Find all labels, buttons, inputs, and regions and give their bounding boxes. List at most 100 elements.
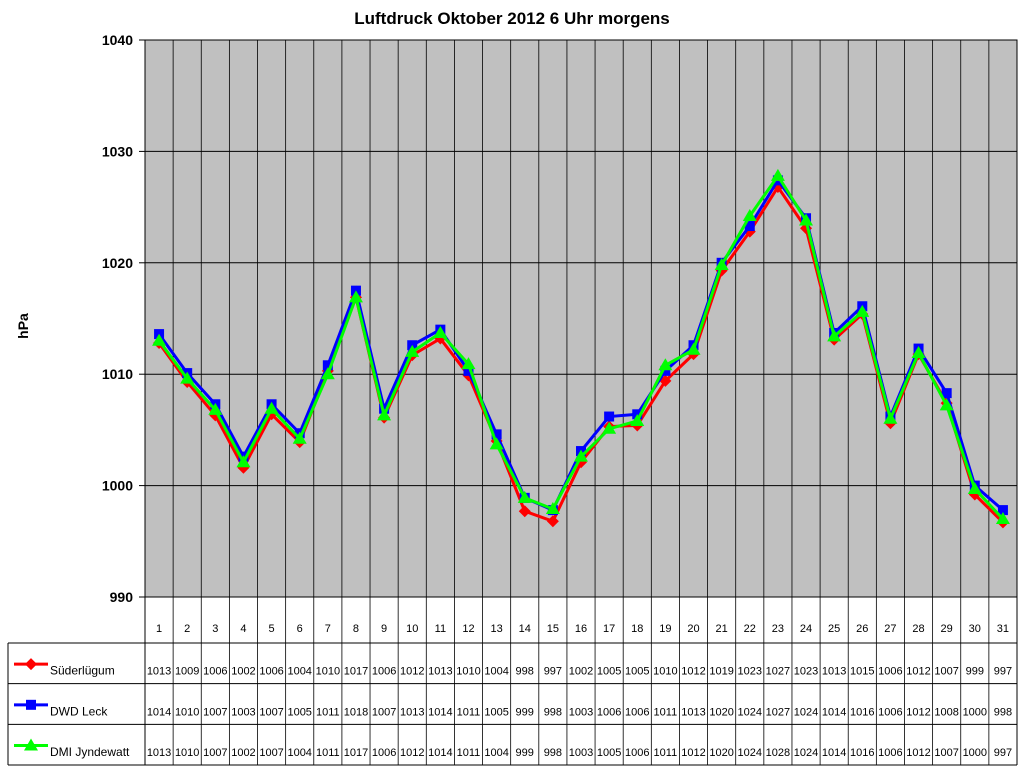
table-cell-value: 1017 (344, 666, 368, 678)
table-cell-value: 1028 (766, 747, 790, 759)
x-category-label: 11 (435, 623, 446, 635)
data-point (545, 501, 560, 514)
data-point (377, 408, 392, 421)
table-cell-value: 1012 (906, 747, 930, 759)
table-cell-value: 999 (516, 706, 534, 718)
data-point (714, 258, 729, 271)
data-point (630, 413, 645, 426)
x-category-label: 19 (659, 623, 671, 635)
table-cell-value: 998 (516, 666, 534, 678)
table-cell-value: 1011 (654, 747, 678, 759)
table-cell-value: 1007 (372, 706, 396, 718)
data-point (348, 290, 363, 303)
table-cell-value: 1013 (400, 706, 424, 718)
data-point (264, 401, 279, 414)
data-point (658, 358, 673, 371)
table-cell-value: 1024 (794, 747, 818, 759)
table-cell-value: 998 (994, 706, 1012, 718)
x-category-label: 10 (406, 623, 418, 635)
data-point (322, 360, 333, 371)
table-cell-value: 1003 (569, 706, 593, 718)
table-cell-value: 1012 (400, 747, 424, 759)
data-point (518, 505, 531, 518)
table-cell-value: 1006 (259, 666, 283, 678)
legend-label: DWD Leck (50, 704, 108, 718)
data-point (742, 209, 757, 222)
x-category-label: 7 (325, 623, 331, 635)
table-cell-value: 1024 (794, 706, 818, 718)
table-cell-value: 999 (966, 666, 984, 678)
table-cell-value: 1013 (147, 666, 171, 678)
table-cell-value: 1007 (203, 706, 227, 718)
data-point (967, 481, 982, 494)
x-category-label: 29 (941, 623, 953, 635)
table-cell-value: 1013 (147, 747, 171, 759)
table-cell-value: 1018 (344, 706, 368, 718)
x-category-label: 21 (716, 623, 728, 635)
table-cell-value: 1012 (681, 666, 705, 678)
table-cell-value: 1002 (569, 666, 593, 678)
table-cell-value: 1015 (850, 666, 874, 678)
table-cell-value: 1002 (231, 747, 255, 759)
x-category-label: 20 (687, 623, 699, 635)
table-cell-value: 1010 (456, 666, 480, 678)
table-cell-value: 1013 (822, 666, 846, 678)
table-cell-value: 1014 (428, 747, 452, 759)
data-point (152, 333, 167, 346)
y-tick-label: 1030 (102, 143, 133, 159)
x-category-label: 28 (912, 623, 924, 635)
data-point (433, 325, 448, 338)
data-point (26, 699, 36, 710)
data-point (602, 421, 617, 434)
data-point (911, 346, 926, 359)
x-category-label: 6 (297, 623, 303, 635)
series-layer (152, 168, 1010, 529)
table-cell-value: 1020 (709, 706, 733, 718)
table-cell-value: 1020 (709, 747, 733, 759)
table-cell-value: 1006 (372, 747, 396, 759)
x-category-label: 23 (772, 623, 784, 635)
table-cell-value: 1006 (203, 666, 227, 678)
table-cell-value: 1005 (597, 747, 621, 759)
table-cell-value: 1010 (653, 666, 677, 678)
data-point (180, 371, 195, 384)
x-category-label: 12 (462, 623, 474, 635)
y-axis: 990 1000 1010 1020 1030 1040 (102, 32, 146, 605)
x-category-label: 26 (856, 623, 868, 635)
chart-title: Luftdruck Oktober 2012 6 Uhr morgens (354, 9, 670, 28)
table-cell-value: 1016 (850, 706, 874, 718)
data-point (827, 329, 842, 342)
table-cell-value: 1004 (484, 666, 508, 678)
table-cell-value: 1004 (484, 747, 508, 759)
table-cell-value: 1007 (934, 666, 958, 678)
data-point (461, 357, 476, 370)
x-category-label: 22 (744, 623, 756, 635)
data-point (770, 168, 785, 181)
data-point (546, 515, 559, 528)
table-cell-value: 1011 (316, 747, 340, 759)
table-cell-value: 1006 (372, 666, 396, 678)
table-cell-value: 1012 (681, 747, 705, 759)
x-category-label: 27 (884, 623, 896, 635)
table-cell-value: 997 (994, 747, 1012, 759)
x-category-label: 30 (969, 623, 981, 635)
data-point (941, 388, 952, 399)
table-cell-value: 1011 (654, 706, 678, 718)
table-cell-value: 999 (516, 747, 534, 759)
x-category-label: 13 (490, 623, 502, 635)
data-point (744, 221, 755, 232)
table-cell-value: 1007 (259, 747, 283, 759)
table-cell-value: 1003 (231, 706, 255, 718)
y-tick-label: 1010 (102, 366, 133, 382)
data-point (208, 402, 223, 415)
x-category-label: 1 (156, 623, 162, 635)
table-cell-value: 1014 (147, 706, 171, 718)
table-cell-value: 1012 (906, 706, 930, 718)
table-cell-value: 1006 (878, 666, 902, 678)
y-tick-label: 1040 (102, 32, 133, 48)
table-cell-value: 1009 (175, 666, 199, 678)
table-cell-value: 1027 (766, 706, 790, 718)
data-point (405, 344, 420, 357)
table-cell-value: 1011 (457, 747, 481, 759)
